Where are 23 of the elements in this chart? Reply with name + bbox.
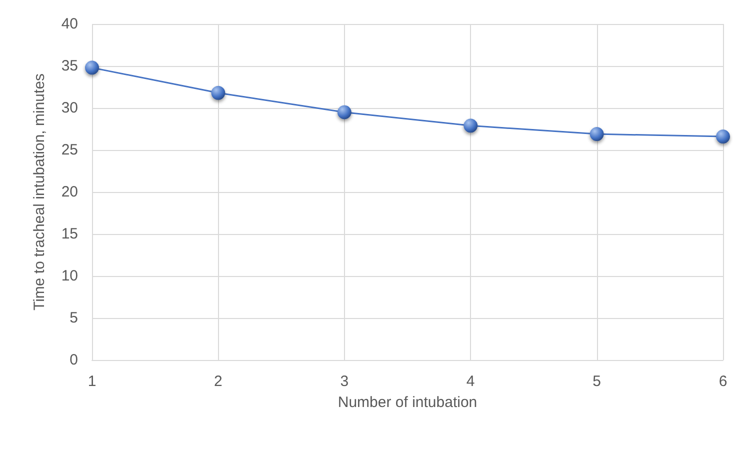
point [211,86,226,100]
y-tick-label: 5 [70,310,78,326]
y-tick-label: 35 [61,58,78,74]
x-tick-label: 3 [340,373,349,390]
y-tick-label: 25 [61,142,78,158]
y-tick-label: 15 [61,226,78,242]
point [85,60,99,75]
x-tick-label: 4 [466,373,475,390]
x-tick-label: 5 [592,373,601,390]
y-axis-title: Time to tracheal intubation, minutes [31,73,48,311]
point [590,127,604,142]
y-tick-label: 40 [61,16,78,32]
x-axis-title: Number of intubation [338,394,478,411]
point [464,118,478,133]
point [716,130,730,144]
point [337,105,352,120]
x-tick-label: 1 [88,373,96,390]
y-tick-label: 20 [61,184,78,200]
x-tick-label: 2 [214,373,222,390]
y-tick-label: 30 [61,100,78,116]
x-tick-label: 6 [718,373,728,390]
y-tick-label: 10 [61,268,78,284]
y-tick-label: 0 [70,352,78,368]
